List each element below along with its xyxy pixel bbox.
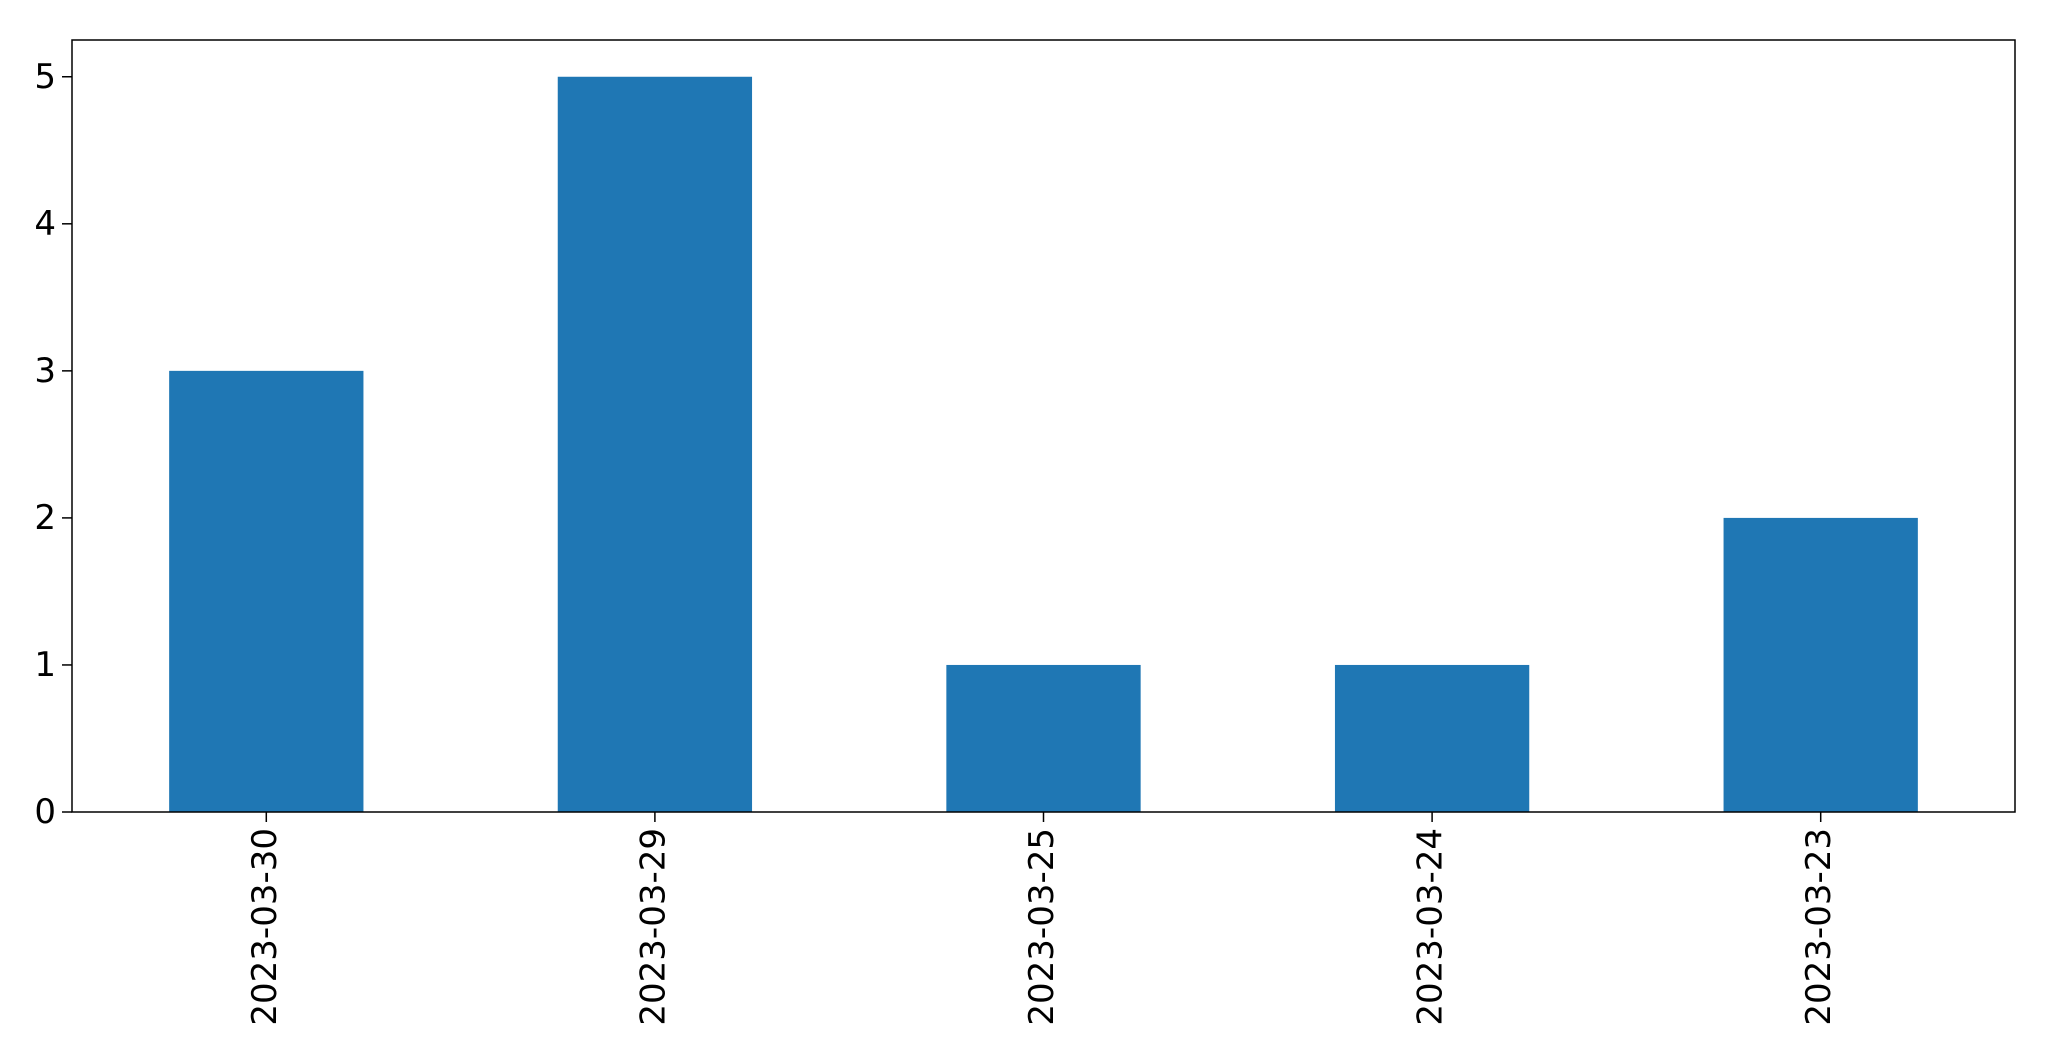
x-tick-label: 2023-03-25 [1022, 828, 1062, 1026]
x-tick-label: 2023-03-29 [633, 828, 673, 1026]
y-tick-label: 4 [34, 204, 56, 244]
x-tick-label: 2023-03-24 [1411, 828, 1451, 1026]
bar-2023-03-30 [169, 370, 364, 812]
y-tick-label: 2 [34, 498, 56, 538]
bar-2023-03-29 [557, 76, 753, 812]
y-tick-label: 3 [34, 351, 56, 391]
x-axis-ticks: 2023-03-30 2023-03-29 2023-03-25 2023-03-24… [245, 812, 1839, 1026]
y-tick-label: 1 [34, 645, 56, 685]
bar-2023-03-25 [946, 664, 1141, 812]
x-tick-label: 2023-03-30 [245, 828, 285, 1026]
bar-2023-03-23 [1723, 517, 1918, 812]
y-tick-label: 5 [34, 57, 56, 97]
y-tick-label: 0 [34, 792, 56, 832]
y-axis-ticks: 0 1 2 3 4 5 [34, 57, 72, 832]
bar-2023-03-24 [1334, 664, 1530, 812]
x-tick-label: 2023-03-23 [1799, 828, 1839, 1026]
bars-group [169, 76, 1918, 812]
